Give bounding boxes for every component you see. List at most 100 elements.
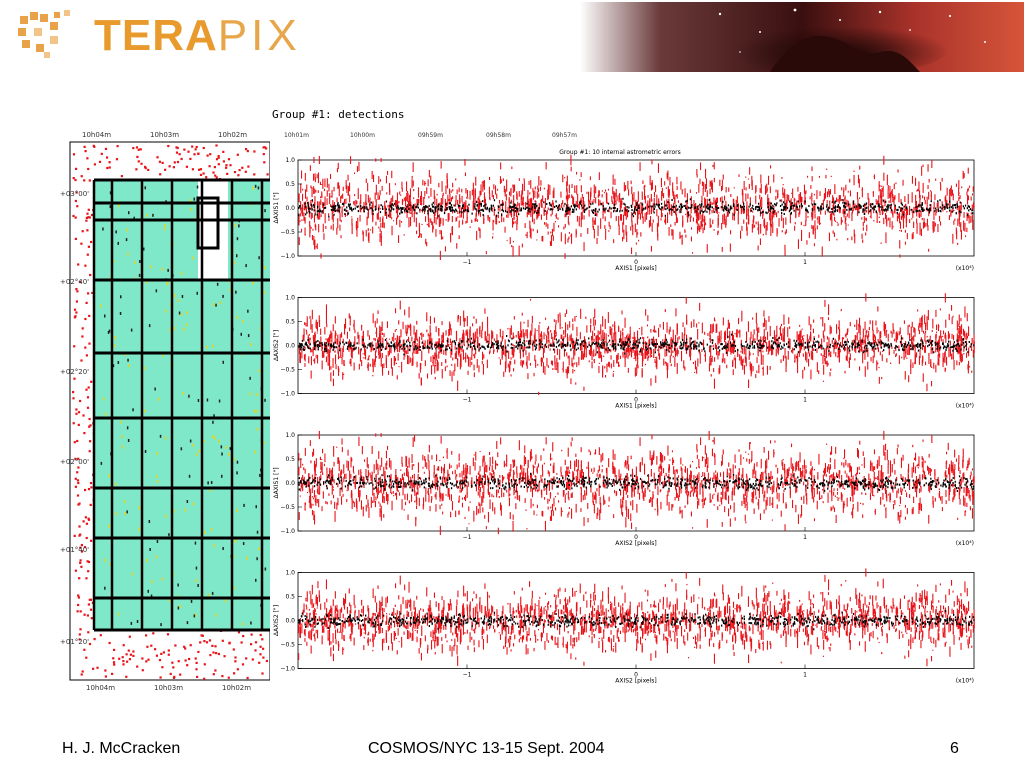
sky-detection-dot [227, 158, 231, 161]
residual-point [792, 205, 794, 210]
sky-detection-dot [74, 237, 77, 240]
residual-point [546, 211, 548, 220]
sky-field-marker [144, 186, 146, 190]
sky-field-marker [225, 599, 227, 603]
residual-point [449, 202, 452, 205]
sky-fields [92, 178, 270, 632]
residual-point [375, 184, 377, 195]
residual-point [814, 203, 817, 206]
residual-point [401, 187, 403, 192]
residual-point [664, 214, 666, 217]
residual-point [831, 215, 833, 221]
residual-point [731, 207, 733, 210]
sky-field-marker [256, 530, 259, 534]
residual-point [780, 209, 783, 211]
residual-point [630, 226, 632, 231]
residual-point [378, 204, 380, 211]
residual-point [886, 174, 888, 186]
residual-point [341, 195, 343, 199]
residual-point [893, 197, 895, 200]
residual-point [918, 204, 920, 207]
residual-point [828, 192, 830, 198]
residual-point [791, 192, 793, 194]
residual-point [870, 357, 872, 362]
residual-point [657, 204, 659, 207]
sky-detection-dot [228, 641, 231, 644]
residual-point [481, 181, 483, 184]
residual-point [381, 352, 383, 359]
residual-point [638, 206, 640, 209]
residual-point [519, 351, 521, 359]
residual-point [681, 206, 683, 209]
residual-point [501, 213, 503, 216]
residual-point [349, 207, 351, 210]
residual-point [409, 206, 411, 214]
residual-point [680, 211, 682, 214]
residual-point [383, 333, 385, 337]
residual-point [770, 205, 772, 208]
residual-point [901, 213, 903, 217]
residual-point [372, 226, 374, 234]
residual-point [390, 198, 392, 206]
residual-point [303, 212, 305, 221]
residual-point [489, 176, 491, 180]
residual-point [831, 208, 833, 210]
residual-point [704, 197, 706, 206]
residual-point [648, 205, 650, 208]
residual-point [397, 215, 399, 218]
residual-point [435, 217, 437, 225]
residual-point [766, 222, 768, 231]
residual-point [632, 215, 635, 218]
sky-detection-dot [115, 158, 119, 161]
residual-point [945, 195, 947, 205]
residual-point [769, 186, 771, 194]
residual-point [535, 205, 537, 208]
ra-tick-bottom: 10h03m [154, 684, 183, 692]
residual-point [833, 206, 835, 209]
residual-point [337, 218, 339, 229]
residual-point [620, 330, 622, 336]
residual-point [333, 205, 335, 208]
residual-point [829, 200, 831, 210]
residual-point [559, 312, 561, 317]
residual-point [347, 212, 350, 215]
residual-point [920, 228, 922, 237]
residual-point [857, 174, 859, 184]
residual-point [573, 197, 575, 206]
residual-point [700, 162, 702, 171]
residual-point [593, 199, 595, 203]
residual-point [573, 204, 575, 207]
residual-point [653, 192, 655, 197]
residual-point [340, 235, 342, 239]
residual-point [507, 206, 509, 218]
residual-point [772, 208, 774, 210]
residual-point [671, 199, 673, 201]
residual-point [685, 207, 687, 210]
sky-detection-dot [195, 661, 198, 664]
residual-point [789, 208, 791, 211]
residual-point [349, 359, 351, 361]
residual-point [356, 166, 358, 172]
residual-point [594, 308, 596, 318]
residual-point [453, 209, 455, 212]
residual-point [743, 202, 745, 205]
sky-field-marker [236, 508, 238, 512]
residual-point [899, 221, 901, 225]
residual-point [924, 196, 926, 200]
residual-point [575, 208, 577, 211]
residual-point [411, 204, 413, 214]
sky-detection-dot [221, 639, 224, 642]
residual-point [637, 191, 639, 202]
sky-detection-dot [79, 628, 82, 631]
sky-detection-dot [80, 673, 83, 676]
residual-point [482, 200, 484, 203]
residual-point [570, 154, 572, 166]
residual-point [726, 209, 728, 212]
residual-point [672, 205, 674, 208]
residual-point [378, 226, 380, 229]
residual-point [754, 224, 756, 228]
sky-detection-dot [226, 172, 229, 175]
residual-point [709, 188, 711, 195]
residual-point [576, 215, 578, 222]
residual-point [349, 194, 351, 203]
